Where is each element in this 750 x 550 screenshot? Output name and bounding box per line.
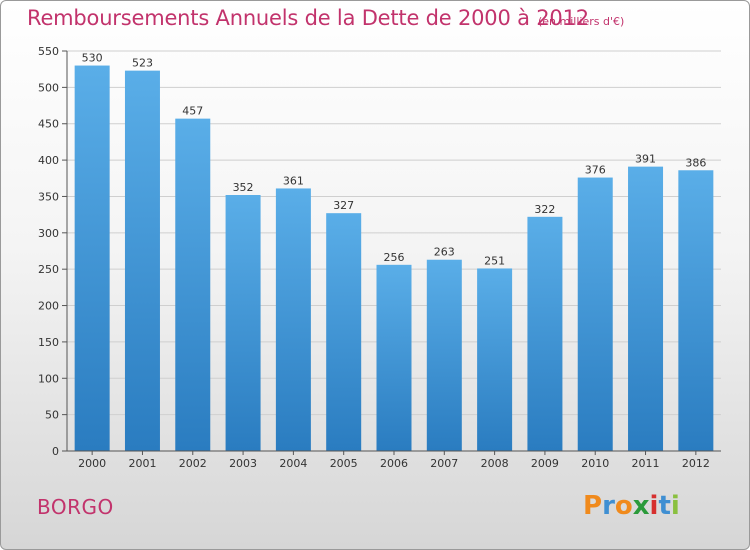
y-tick-label: 0 <box>52 445 59 458</box>
bar-2010 <box>577 177 613 451</box>
data-label-2004: 361 <box>283 174 304 187</box>
bar-2012 <box>678 170 714 452</box>
x-tick-label-2010: 2010 <box>581 457 609 470</box>
data-label-2000: 530 <box>82 52 103 65</box>
logo-letter: r <box>602 491 615 521</box>
bar-2001 <box>124 70 160 452</box>
x-tick-label-2005: 2005 <box>330 457 358 470</box>
data-label-2003: 352 <box>233 181 254 194</box>
bar-2004 <box>275 188 311 452</box>
x-tick-label-2006: 2006 <box>380 457 408 470</box>
data-label-2010: 376 <box>585 164 606 177</box>
data-label-2006: 256 <box>384 251 405 264</box>
logo-letter: i <box>670 491 680 521</box>
bar-2005 <box>326 213 362 451</box>
bar-2006 <box>376 264 412 451</box>
y-tick-label: 450 <box>38 118 59 131</box>
logo-letter: P <box>583 491 603 521</box>
logo-letter: o <box>614 491 633 521</box>
bar-2011 <box>628 166 664 452</box>
y-tick-label: 350 <box>38 190 59 203</box>
y-tick-label: 200 <box>38 300 59 313</box>
proxiti-logo: Proxiti <box>583 491 680 521</box>
y-tick-label: 400 <box>38 154 59 167</box>
x-tick-label-2002: 2002 <box>179 457 207 470</box>
y-tick-label: 50 <box>45 409 59 422</box>
bar-2009 <box>527 216 563 451</box>
x-tick-label-2000: 2000 <box>78 457 106 470</box>
bar-2000 <box>74 65 110 451</box>
x-tick-label-2011: 2011 <box>632 457 660 470</box>
y-tick-label: 300 <box>38 227 59 240</box>
y-tick-label: 100 <box>38 372 59 385</box>
data-label-2011: 391 <box>635 153 656 166</box>
bar-2003 <box>225 195 261 451</box>
y-tick-label: 150 <box>38 336 59 349</box>
y-tick-label: 500 <box>38 81 59 94</box>
x-tick-label-2001: 2001 <box>128 457 156 470</box>
x-tick-label-2012: 2012 <box>682 457 710 470</box>
x-tick-label-2008: 2008 <box>481 457 509 470</box>
logo-letter: x <box>632 491 650 521</box>
logo-letter: t <box>658 491 671 521</box>
logo-letter: i <box>649 491 659 521</box>
bar-2007 <box>426 259 462 451</box>
chart-title: Remboursements Annuels de la Dette de 20… <box>27 6 589 30</box>
y-tick-label: 250 <box>38 263 59 276</box>
data-label-2009: 322 <box>534 203 555 216</box>
x-tick-label-2003: 2003 <box>229 457 257 470</box>
bar-2008 <box>477 268 513 451</box>
y-tick-label: 550 <box>38 45 59 58</box>
data-label-2002: 457 <box>182 105 203 118</box>
chart-subtitle: (en milliers d'€) <box>538 15 625 28</box>
data-label-2001: 523 <box>132 57 153 70</box>
x-tick-label-2009: 2009 <box>531 457 559 470</box>
x-tick-label-2004: 2004 <box>279 457 307 470</box>
bars: 530 523 457 352 361 327 256 263 251 322 376 391 386 <box>74 52 714 452</box>
data-label-2005: 327 <box>333 199 354 212</box>
x-tick-label-2007: 2007 <box>430 457 458 470</box>
data-label-2012: 386 <box>685 156 706 169</box>
data-label-2007: 263 <box>434 246 455 259</box>
data-label-2008: 251 <box>484 254 505 267</box>
axes: 0 50 100 150 200 250 300 350 400 450 500 550 2000 200… <box>38 45 721 470</box>
commune-name: BORGO <box>37 495 114 519</box>
bar-2002 <box>175 118 211 452</box>
